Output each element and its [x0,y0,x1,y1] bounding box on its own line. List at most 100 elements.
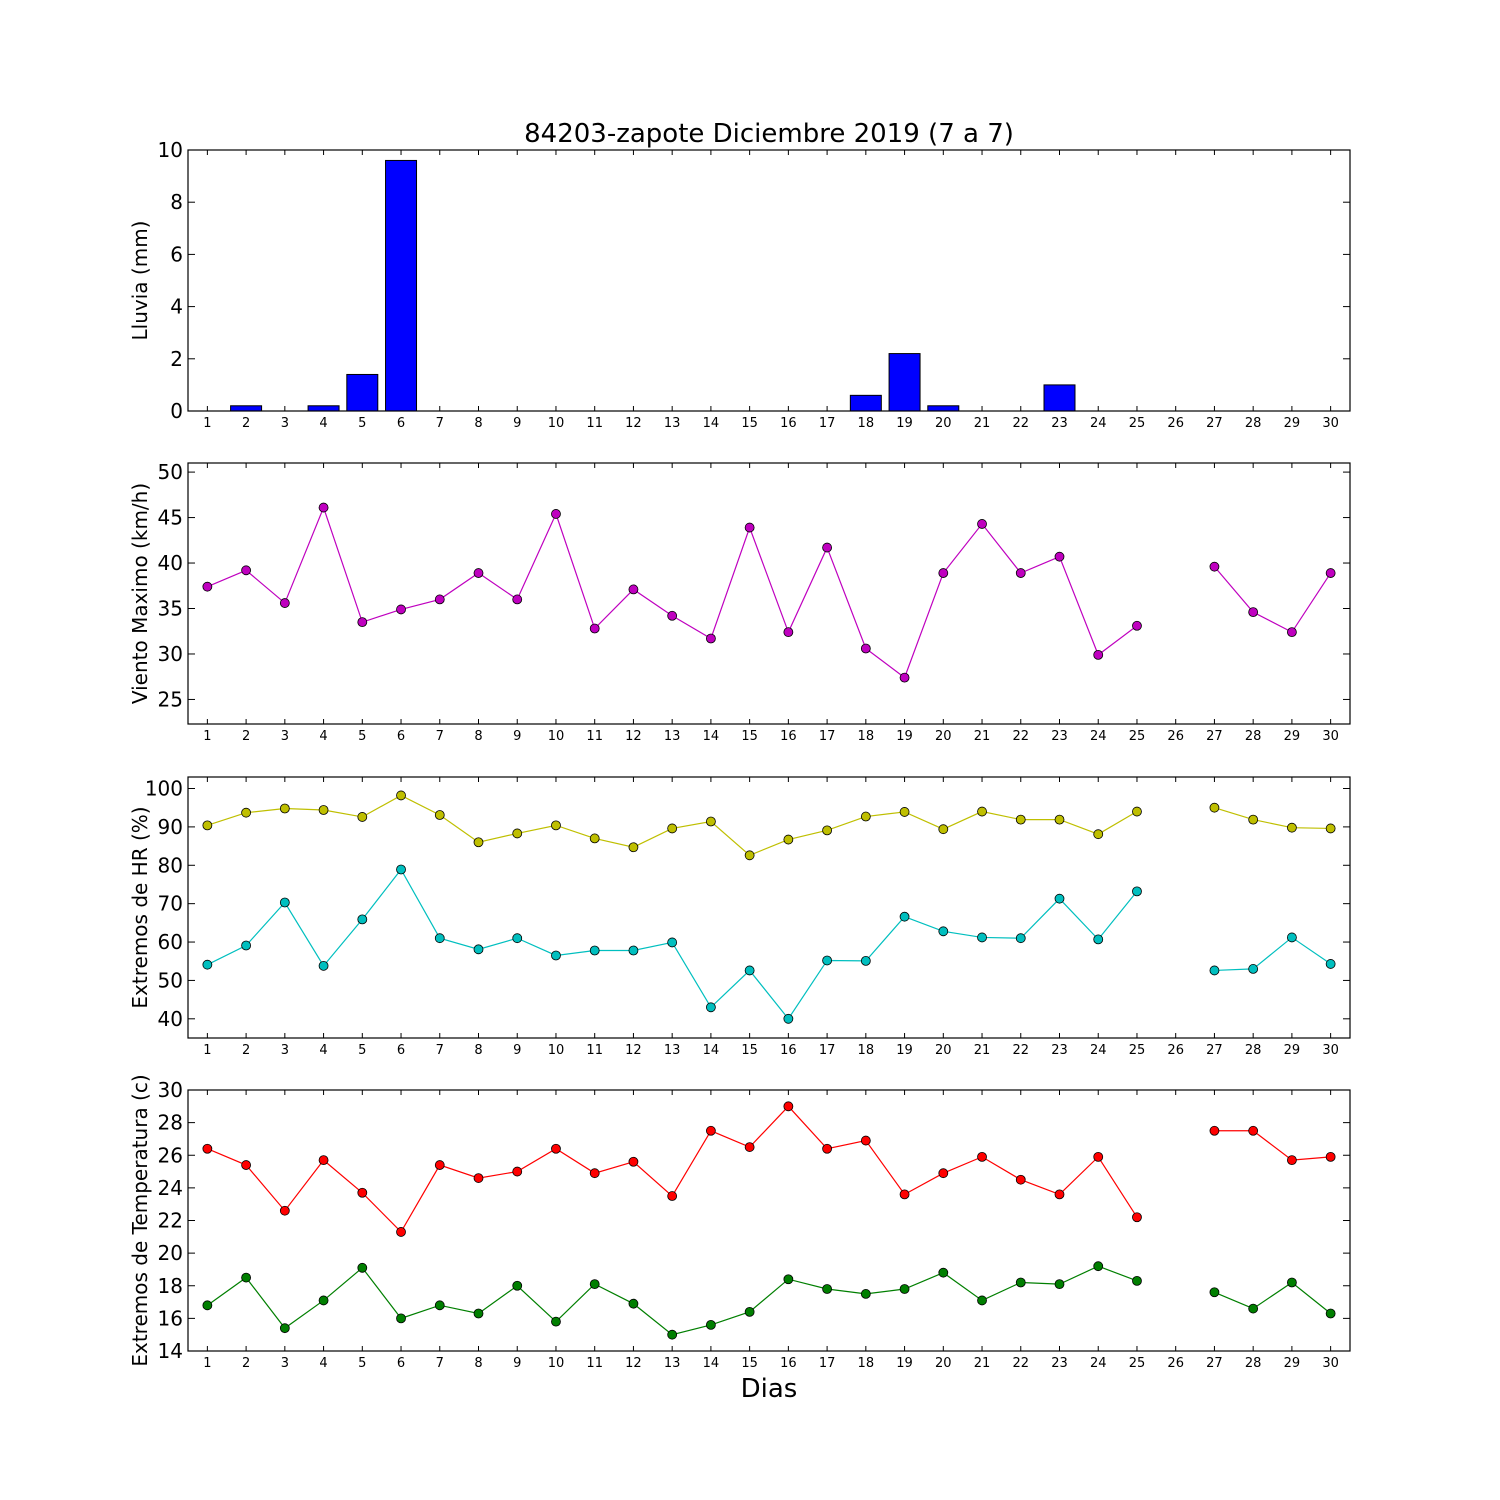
x-tick-label: 24 [1090,1356,1107,1371]
data-point [551,950,561,961]
y-tick-label: 35 [158,597,183,621]
x-tick-label: 8 [474,416,482,431]
bar [230,405,263,412]
x-tick-label: 2 [242,416,250,431]
data-point [1132,886,1142,897]
x-tick-label: 20 [935,1356,952,1371]
x-tick-label: 26 [1167,1356,1184,1371]
data-point [473,1308,484,1319]
bar [888,353,921,412]
bar [385,159,418,412]
data-point [1248,1303,1259,1314]
data-point [783,1274,794,1285]
x-tick-label: 18 [858,416,875,431]
x-tick-label: 13 [664,729,681,744]
data-point [977,519,987,529]
data-point [628,945,639,956]
data-point [1287,932,1297,943]
data-point [318,805,329,815]
data-point [512,594,523,605]
data-point [938,568,949,578]
series-line [207,1105,1138,1233]
data-point [1325,568,1336,578]
data-point [434,1160,445,1170]
y-tick-label: 20 [158,1241,183,1265]
data-point [1054,1279,1065,1290]
y-tick-label: 26 [158,1143,183,1167]
data-point [706,1125,716,1136]
x-tick-label: 20 [935,1043,952,1058]
data-point [822,825,832,836]
y-tick-label: 22 [158,1209,183,1233]
y-tick-label: 50 [158,460,183,484]
data-point [1287,627,1297,638]
data-point [1248,607,1259,618]
data-point [434,933,445,944]
data-point [1287,1155,1297,1166]
data-point [706,816,716,827]
plot-frame [187,149,1351,412]
data-point [783,1101,794,1112]
chart-title: 84203-zapote Diciembre 2019 (7 a 7) [524,119,1014,149]
x-tick-label: 26 [1167,729,1184,744]
x-tick-label: 16 [780,416,797,431]
x-tick-label: 10 [548,729,565,744]
panel-4: Extremos de Temperatura (c) 1 2 3 4 5 6 7 8 9 10 11… [128,1074,1351,1371]
data-point [667,937,678,948]
x-tick-label: 24 [1090,729,1107,744]
x-tick-label: 30 [1322,729,1339,744]
x-tick-label: 24 [1090,416,1107,431]
data-point [1093,829,1104,840]
x-tick-label: 12 [625,1043,642,1058]
x-tick-label: 13 [664,416,681,431]
panels: Lluvia (mm)1 2 3 4 5 6 7 8 9 10 11 12 13 14 15 16 17 18 19… [128,138,1351,1371]
data-point [783,834,794,845]
x-tick-label: 27 [1206,1043,1223,1058]
x-tick-label: 2 [242,1356,250,1371]
data-point [1325,823,1336,834]
data-point [589,1279,600,1290]
y-tick-label: 100 [145,777,183,801]
x-tick-label: 25 [1129,1043,1146,1058]
data-point [473,944,484,955]
bar [927,405,960,412]
x-tick-label: 10 [548,1356,565,1371]
x-tick-label: 4 [319,416,327,431]
x-tick-label: 29 [1284,729,1301,744]
x-tick-label: 9 [513,1043,521,1058]
series-line [207,505,1138,679]
data-point [1015,933,1026,944]
data-point [1093,934,1104,945]
x-tick-label: 1 [203,416,211,431]
data-point [396,790,406,801]
x-tick-label: 8 [474,729,482,744]
data-point [473,1173,484,1183]
y-tick-label: 60 [158,930,183,954]
data-point [1015,1174,1026,1185]
x-tick-label: 19 [896,729,913,744]
x-tick-label: 23 [1051,416,1068,431]
y-tick-label: 45 [158,506,183,530]
y-tick-label: 4 [170,295,183,319]
y-axis-label: Extremos de Temperatura (c) [128,1074,152,1366]
data-point [706,633,716,644]
x-tick-label: 7 [436,729,444,744]
y-tick-label: 70 [158,892,183,916]
x-tick-label: 6 [397,1356,405,1371]
x-tick-label: 27 [1206,1356,1223,1371]
data-point [1287,1277,1297,1288]
data-point [434,810,445,820]
data-point [822,955,832,966]
bar [346,373,379,412]
x-tick-label: 18 [858,729,875,744]
x-tick-label: 11 [586,1356,603,1371]
data-point [1209,561,1220,572]
x-tick-label: 18 [858,1356,875,1371]
x-tick-label: 7 [436,416,444,431]
data-point [512,933,523,944]
x-tick-label: 30 [1322,1043,1339,1058]
data-point [279,897,290,908]
y-axis-label: Viento Maximo (km/h) [128,483,152,704]
plot-frame [187,462,1351,725]
data-point [241,565,252,576]
